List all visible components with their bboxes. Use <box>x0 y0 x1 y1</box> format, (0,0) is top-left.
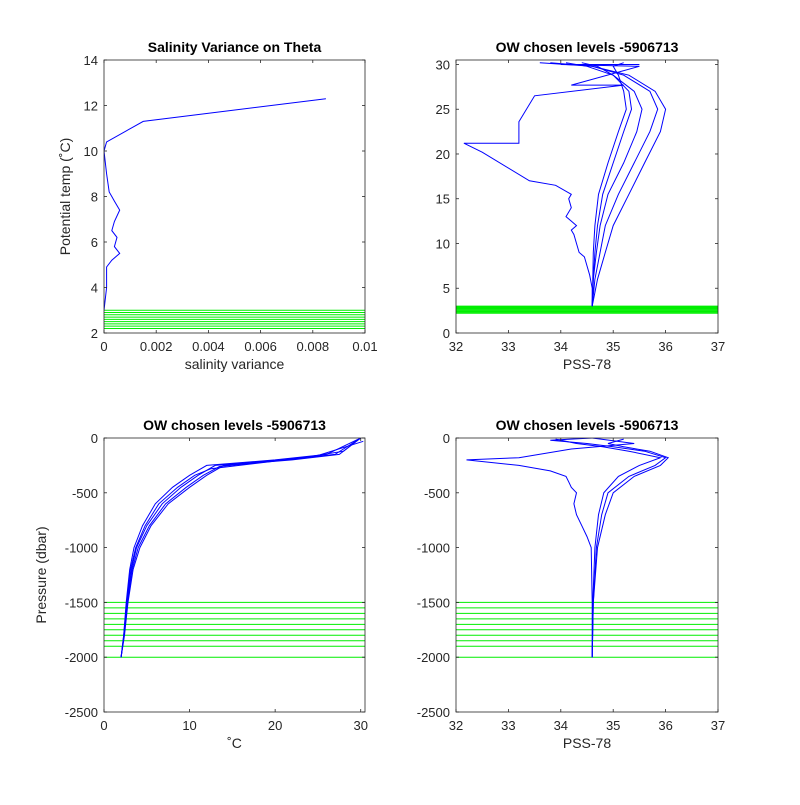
panel-4-xtick-label: 35 <box>606 718 620 733</box>
panel-4-profile-line <box>550 438 667 658</box>
panel-4: 32 33 34 35 36 37 -2500 -2000 -1500 -1000 -500 0 OW … <box>417 417 725 751</box>
panel-4-axes-box <box>455 437 719 713</box>
panel-1-ytick-label: 8 <box>91 190 98 205</box>
panel-1-xtick-label: 0.004 <box>192 339 225 354</box>
panel-3-ytick-label: -1000 <box>65 541 98 556</box>
panel-4-ytick-label: -2000 <box>417 650 450 665</box>
panel-2-profile-line <box>581 62 633 307</box>
panel-2-title: OW chosen levels -5906713 <box>496 39 679 55</box>
panel-1-title: Salinity Variance on Theta <box>148 39 322 55</box>
panel-2-profile-line <box>591 62 627 307</box>
panel-2-profile-line <box>565 62 643 307</box>
panel-3-ytick-label: -2500 <box>65 705 98 720</box>
panel-1-xtick-label: 0.01 <box>352 339 377 354</box>
panel-4-series <box>466 438 670 658</box>
panel-2-xtick-label: 36 <box>658 339 672 354</box>
panel-1-ytick-label: 10 <box>84 144 98 159</box>
panel-4-xlabel: PSS-78 <box>563 735 611 751</box>
panel-4-title: OW chosen levels -5906713 <box>496 417 679 433</box>
panel-3-ylabel: Pressure (dbar) <box>33 526 49 623</box>
panel-4-ytick-label: -500 <box>424 486 450 501</box>
panel-1-xtick-label: 0.006 <box>244 339 277 354</box>
panel-4-profile-line <box>555 438 663 658</box>
panel-1-ytick-label: 6 <box>91 235 98 250</box>
panel-4-ytick-label: -1000 <box>417 541 450 556</box>
panel-3-xtick-label: 30 <box>353 718 367 733</box>
panel-3-profile-line <box>120 438 362 658</box>
panel-1-ytick-label: 14 <box>84 53 98 68</box>
panel-3-series <box>120 438 364 658</box>
panel-3: 0 10 20 30 -2500 -2000 -1500 -1000 -500 0 OW chose… <box>33 417 368 751</box>
panel-2: 32 33 34 35 36 37 0 5 10 15 20 25 30 OW chosen levels… <box>436 39 726 372</box>
panel-1-profile-line <box>104 98 326 311</box>
panel-2-levels <box>456 305 718 314</box>
panel-3-ytick-label: -2000 <box>65 650 98 665</box>
panel-3-xtick-label: 20 <box>268 718 282 733</box>
panel-2-ytick-label: 25 <box>436 102 450 117</box>
panel-4-xtick-label: 34 <box>554 718 568 733</box>
panel-3-title: OW chosen levels -5906713 <box>143 417 326 433</box>
panel-2-xtick-label: 33 <box>501 339 515 354</box>
panel-2-xtick-label: 37 <box>711 339 725 354</box>
panel-3-axes-box <box>103 437 366 713</box>
panel-2-xtick-label: 35 <box>606 339 620 354</box>
panel-3-levels <box>104 601 365 658</box>
panel-2-xtick-label: 32 <box>449 339 463 354</box>
panel-4-levels <box>456 601 718 658</box>
panel-4-xtick-label: 36 <box>658 718 672 733</box>
panel-2-series <box>463 62 667 307</box>
panel-2-ytick-label: 30 <box>436 57 450 72</box>
panel-1: 0 0.002 0.004 0.006 0.008 0.01 2 4 6 8 10 12 14 Salin… <box>57 39 378 372</box>
panel-2-ytick-label: 15 <box>436 192 450 207</box>
panel-2-ytick-label: 0 <box>443 326 450 341</box>
panel-1-ytick-label: 12 <box>84 99 98 114</box>
panel-3-xtick-label: 10 <box>182 718 196 733</box>
panel-2-profile-line <box>550 62 659 307</box>
panel-1-ylabel: Potential temp (˚C) <box>57 138 73 255</box>
panel-4-profile-line <box>591 438 670 658</box>
panel-2-ytick-label: 20 <box>436 147 450 162</box>
panel-4-xtick-label: 37 <box>711 718 725 733</box>
panel-2-ytick-label: 5 <box>443 281 450 296</box>
panel-3-xlabel: ˚C <box>227 735 242 751</box>
panel-2-xtick-label: 34 <box>554 339 568 354</box>
panel-2-profile-line <box>539 62 667 307</box>
panel-3-ytick-label: 0 <box>91 431 98 446</box>
panel-3-xtick-label: 0 <box>100 718 107 733</box>
panel-2-xlabel: PSS-78 <box>563 356 611 372</box>
panel-4-xtick-label: 32 <box>449 718 463 733</box>
panel-3-ytick-label: -1500 <box>65 595 98 610</box>
panel-2-axes-box <box>455 59 719 334</box>
panel-1-series <box>104 98 326 311</box>
panel-1-xtick-label: 0.008 <box>297 339 330 354</box>
panel-1-ytick-label: 4 <box>91 281 98 296</box>
panel-2-ytick-label: 10 <box>436 236 450 251</box>
panel-1-ytick-label: 2 <box>91 326 98 341</box>
panel-2-profile-line <box>463 64 640 307</box>
panel-4-ytick-label: -2500 <box>417 705 450 720</box>
panel-1-xtick-label: 0 <box>100 339 107 354</box>
panel-3-ytick-label: -500 <box>72 486 98 501</box>
panel-1-xtick-label: 0.002 <box>140 339 173 354</box>
panel-4-ytick-label: 0 <box>443 431 450 446</box>
panel-1-levels <box>104 309 365 329</box>
panel-4-ytick-label: -1500 <box>417 595 450 610</box>
panel-1-xlabel: salinity variance <box>185 356 285 372</box>
panel-4-xtick-label: 33 <box>501 718 515 733</box>
panel-4-profile-line <box>466 438 635 658</box>
